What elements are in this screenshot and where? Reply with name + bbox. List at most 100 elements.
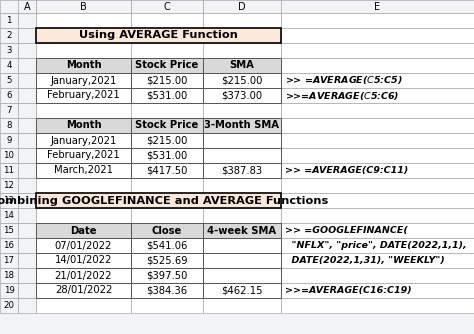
- Bar: [203, 0, 281, 13]
- Bar: [36, 118, 131, 133]
- Bar: [36, 163, 131, 178]
- Bar: [36, 238, 131, 253]
- Bar: [0, 73, 18, 88]
- Bar: [36, 73, 131, 88]
- Bar: [36, 163, 131, 178]
- Text: 4: 4: [6, 61, 12, 70]
- Text: $215.00: $215.00: [221, 75, 263, 86]
- Text: March,2021: March,2021: [54, 166, 113, 175]
- Bar: [36, 13, 131, 28]
- Bar: [36, 133, 131, 148]
- Bar: [203, 13, 281, 28]
- Text: 12: 12: [3, 181, 15, 190]
- Text: $531.00: $531.00: [146, 91, 188, 101]
- Bar: [203, 28, 281, 43]
- Text: $215.00: $215.00: [146, 75, 188, 86]
- Text: 13: 13: [3, 196, 15, 205]
- Bar: [281, 268, 474, 283]
- Bar: [0, 238, 18, 253]
- Bar: [0, 133, 18, 148]
- Text: 17: 17: [3, 256, 15, 265]
- Bar: [0, 148, 18, 163]
- Bar: [36, 298, 131, 313]
- Bar: [18, 88, 36, 103]
- Text: Combining GOOGLEFINANCE and AVERAGE Functions: Combining GOOGLEFINANCE and AVERAGE Func…: [0, 195, 328, 205]
- Bar: [131, 178, 203, 193]
- Bar: [131, 163, 203, 178]
- Bar: [131, 88, 203, 103]
- Text: 14: 14: [3, 211, 15, 220]
- Bar: [203, 58, 281, 73]
- Bar: [203, 268, 281, 283]
- Bar: [18, 0, 36, 13]
- Text: Using AVERAGE Function: Using AVERAGE Function: [79, 30, 238, 40]
- Bar: [18, 133, 36, 148]
- Text: 11: 11: [3, 166, 15, 175]
- Text: $462.15: $462.15: [221, 286, 263, 296]
- Bar: [18, 178, 36, 193]
- Bar: [0, 88, 18, 103]
- Text: "NFLX", "price", DATE(2022,1,1),: "NFLX", "price", DATE(2022,1,1),: [285, 241, 466, 250]
- Bar: [131, 118, 203, 133]
- Bar: [203, 88, 281, 103]
- Bar: [36, 268, 131, 283]
- Text: 28/01/2022: 28/01/2022: [55, 286, 112, 296]
- Bar: [281, 298, 474, 313]
- Bar: [36, 148, 131, 163]
- Text: $531.00: $531.00: [146, 151, 188, 161]
- Text: 21/01/2022: 21/01/2022: [55, 271, 112, 281]
- Bar: [203, 253, 281, 268]
- Bar: [203, 208, 281, 223]
- Bar: [131, 88, 203, 103]
- Bar: [203, 163, 281, 178]
- Bar: [18, 253, 36, 268]
- Text: January,2021: January,2021: [50, 75, 117, 86]
- Bar: [203, 298, 281, 313]
- Bar: [131, 223, 203, 238]
- Text: 3-Month SMA: 3-Month SMA: [204, 121, 280, 131]
- Bar: [203, 223, 281, 238]
- Bar: [18, 13, 36, 28]
- Bar: [131, 133, 203, 148]
- Bar: [281, 0, 474, 13]
- Text: February,2021: February,2021: [47, 151, 120, 161]
- Bar: [131, 223, 203, 238]
- Text: $215.00: $215.00: [146, 136, 188, 146]
- Bar: [0, 163, 18, 178]
- Bar: [131, 58, 203, 73]
- Bar: [36, 283, 131, 298]
- Bar: [131, 103, 203, 118]
- Text: 16: 16: [3, 241, 15, 250]
- Text: February,2021: February,2021: [47, 91, 120, 101]
- Bar: [18, 103, 36, 118]
- Bar: [281, 88, 474, 103]
- Bar: [203, 148, 281, 163]
- Bar: [131, 28, 203, 43]
- Text: 4-week SMA: 4-week SMA: [208, 225, 276, 235]
- Bar: [36, 73, 131, 88]
- Bar: [36, 0, 131, 13]
- Bar: [0, 43, 18, 58]
- Text: D: D: [238, 1, 246, 11]
- Text: 2: 2: [6, 31, 12, 40]
- Bar: [131, 253, 203, 268]
- Bar: [36, 223, 131, 238]
- Text: $373.00: $373.00: [221, 91, 263, 101]
- Bar: [18, 238, 36, 253]
- Text: January,2021: January,2021: [50, 136, 117, 146]
- Bar: [36, 208, 131, 223]
- Bar: [281, 148, 474, 163]
- Bar: [0, 13, 18, 28]
- Bar: [203, 238, 281, 253]
- Text: $417.50: $417.50: [146, 166, 188, 175]
- Text: >> =GOOGLEFINANCE(: >> =GOOGLEFINANCE(: [285, 226, 408, 235]
- Bar: [281, 223, 474, 238]
- Bar: [131, 43, 203, 58]
- Bar: [203, 133, 281, 148]
- Bar: [36, 268, 131, 283]
- Bar: [36, 88, 131, 103]
- Bar: [203, 133, 281, 148]
- Bar: [281, 43, 474, 58]
- Bar: [36, 58, 131, 73]
- Bar: [36, 253, 131, 268]
